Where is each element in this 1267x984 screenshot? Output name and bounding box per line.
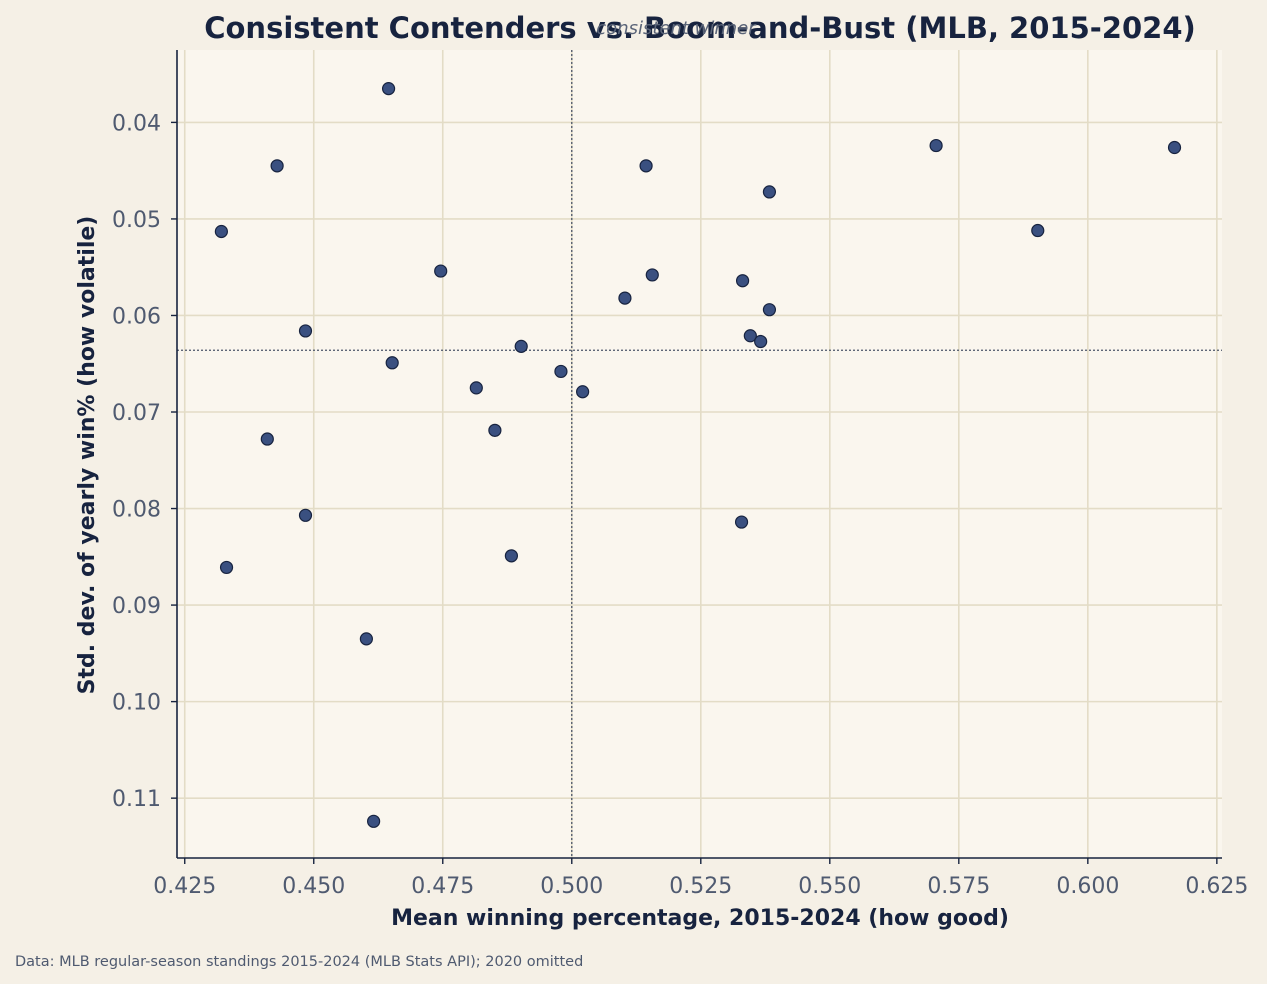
source-note: Data: MLB regular-season standings 2015-… xyxy=(15,954,583,970)
x-tick-label: 0.500 xyxy=(540,874,603,899)
y-tick-label: 0.07 xyxy=(112,401,161,426)
data-point[interactable] xyxy=(1167,140,1182,155)
y-tick-label: 0.11 xyxy=(112,787,161,812)
x-tick-label: 0.425 xyxy=(153,874,216,899)
data-point[interactable] xyxy=(298,508,313,522)
data-point[interactable] xyxy=(645,268,659,282)
x-tick-label: 0.575 xyxy=(927,874,990,899)
x-tick-label: 0.550 xyxy=(798,874,861,899)
data-point[interactable] xyxy=(1031,223,1045,238)
data-point[interactable] xyxy=(504,549,518,563)
y-tick-label: 0.10 xyxy=(112,691,161,716)
y-axis-label: Std. dev. of yearly win% (how volatile) xyxy=(75,216,100,695)
data-point[interactable] xyxy=(734,515,749,529)
x-tick-label: 0.600 xyxy=(1056,874,1119,899)
data-point[interactable] xyxy=(270,159,284,173)
data-point[interactable] xyxy=(754,334,768,349)
x-tick-label: 0.525 xyxy=(669,874,732,899)
x-axis-ticks: 0.425 0.450 0.475 0.500 0.525 0.550 0.575 0.600… xyxy=(153,858,1248,899)
data-point[interactable] xyxy=(219,560,234,575)
data-point[interactable] xyxy=(488,423,502,437)
data-point[interactable] xyxy=(214,224,228,239)
data-point[interactable] xyxy=(762,185,777,199)
data-point[interactable] xyxy=(359,632,373,646)
data-point[interactable] xyxy=(434,264,448,278)
data-point[interactable] xyxy=(576,385,590,399)
data-point[interactable] xyxy=(469,381,483,395)
y-tick-label: 0.09 xyxy=(112,594,161,619)
data-point[interactable] xyxy=(762,303,777,317)
data-point[interactable] xyxy=(514,339,528,353)
reference-lines xyxy=(177,50,1222,858)
data-point[interactable] xyxy=(639,159,653,173)
data-point[interactable] xyxy=(298,324,313,338)
y-tick-label: 0.06 xyxy=(112,304,161,329)
data-point[interactable] xyxy=(260,432,274,446)
y-tick-label: 0.05 xyxy=(112,208,161,233)
data-point[interactable] xyxy=(554,364,568,379)
grid-lines xyxy=(177,50,1222,858)
data-point[interactable] xyxy=(743,329,757,343)
data-point[interactable] xyxy=(381,82,396,96)
y-axis-ticks: 0.04 0.05 0.06 0.07 0.08 0.09 0.10 0.11 xyxy=(112,111,177,812)
data-points xyxy=(214,82,1182,828)
data-point[interactable] xyxy=(618,291,632,305)
y-tick-label: 0.08 xyxy=(112,498,161,523)
data-point[interactable] xyxy=(367,814,381,828)
x-tick-label: 0.625 xyxy=(1185,874,1248,899)
data-point[interactable] xyxy=(735,274,750,288)
data-point[interactable] xyxy=(929,138,943,153)
x-tick-label: 0.475 xyxy=(411,874,474,899)
y-tick-label: 0.04 xyxy=(112,111,161,136)
quadrant-label: consistent winner xyxy=(596,18,757,39)
plot-area xyxy=(177,50,1222,858)
x-axis-label: Mean winning percentage, 2015-2024 (how … xyxy=(391,906,1009,931)
x-tick-label: 0.450 xyxy=(282,874,345,899)
chart-title: Consistent Contenders vs. Boom-and-Bust … xyxy=(204,11,1196,45)
data-point[interactable] xyxy=(385,356,399,370)
